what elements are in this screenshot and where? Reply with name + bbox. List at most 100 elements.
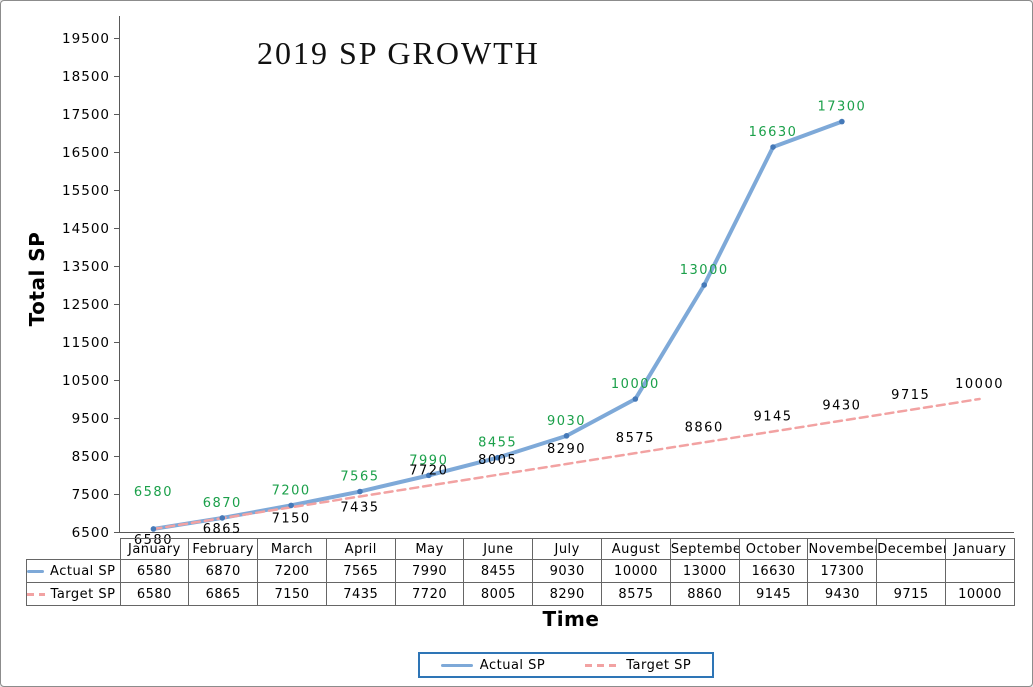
table-value-cell bbox=[945, 559, 1015, 583]
table-value-cell: 7720 bbox=[394, 582, 465, 606]
table-value-cell: 8860 bbox=[669, 582, 740, 606]
target-series-label: Target SP bbox=[50, 586, 116, 602]
data-point-marker bbox=[839, 118, 845, 125]
data-label-target: 8290 bbox=[547, 442, 586, 457]
table-key-actual: Actual SP bbox=[26, 559, 121, 583]
y-tick-label: 14500 bbox=[62, 221, 110, 237]
data-label-target: 10000 bbox=[955, 377, 1004, 392]
data-label-target: 7720 bbox=[409, 464, 448, 479]
table-row-target: Target SP 6580 6865 7150 7435 7720 8005 8290 85… bbox=[26, 582, 1015, 606]
month-header-cell: November bbox=[807, 538, 878, 560]
target-line-icon bbox=[585, 663, 620, 667]
legend-label-target: Target SP bbox=[626, 657, 692, 673]
table-value-cell: 6580 bbox=[119, 559, 190, 583]
table-value-cell: 17300 bbox=[807, 559, 878, 583]
y-tick-label: 17500 bbox=[62, 107, 110, 123]
series-line-actual bbox=[151, 119, 844, 531]
table-value-cell: 8005 bbox=[463, 582, 534, 606]
table-row-actual: Actual SP 6580 6870 7200 7565 7990 8455 9030 10… bbox=[26, 559, 1015, 583]
data-label-actual: 9030 bbox=[547, 414, 586, 429]
table-value-cell: 10000 bbox=[601, 559, 671, 583]
month-header-cell: February bbox=[188, 538, 259, 560]
data-point-marker bbox=[288, 502, 294, 509]
data-label-actual: 10000 bbox=[611, 377, 660, 392]
y-tick-label: 7500 bbox=[72, 487, 110, 503]
y-tick-label: 15500 bbox=[62, 183, 110, 199]
legend-item-target: Target SP bbox=[585, 658, 691, 673]
table-value-cell: 7150 bbox=[257, 582, 327, 606]
month-header-cell: May bbox=[394, 538, 465, 560]
table-key-target: Target SP bbox=[26, 582, 121, 606]
y-tick-label: 9500 bbox=[72, 411, 110, 427]
month-header-cell: September bbox=[669, 538, 740, 560]
table-value-cell bbox=[876, 559, 947, 583]
data-point-marker bbox=[426, 472, 432, 479]
table-value-cell: 8455 bbox=[463, 559, 534, 583]
chart-title: 2019 SP GROWTH bbox=[257, 35, 540, 71]
month-header-cell: April bbox=[325, 538, 396, 560]
month-header-cell: July bbox=[532, 538, 603, 560]
data-label-target: 9430 bbox=[822, 399, 861, 414]
table-corner-blank bbox=[27, 539, 121, 560]
y-tick-label: 8500 bbox=[72, 449, 110, 465]
data-label-actual: 7565 bbox=[340, 470, 379, 485]
y-tick-label: 16500 bbox=[62, 145, 110, 161]
month-header-cell: March bbox=[257, 538, 327, 560]
data-label-target: 6865 bbox=[203, 522, 242, 537]
data-label-actual: 7990 bbox=[409, 453, 448, 468]
data-label-actual: 6580 bbox=[134, 485, 173, 500]
data-label-target: 9715 bbox=[891, 388, 930, 403]
data-point-marker bbox=[770, 144, 776, 150]
data-label-actual: 8455 bbox=[478, 436, 517, 451]
data-label-target: 7150 bbox=[272, 511, 311, 526]
actual-line-icon bbox=[440, 663, 473, 667]
series-line-target bbox=[152, 397, 981, 531]
data-point-marker bbox=[701, 282, 707, 288]
table-value-cell: 16630 bbox=[738, 559, 809, 583]
data-label-target: 7435 bbox=[340, 500, 379, 515]
table-value-cell: 13000 bbox=[669, 559, 740, 583]
data-label-actual: 16630 bbox=[749, 125, 798, 140]
y-tick-label: 10500 bbox=[62, 373, 110, 389]
table-value-cell: 9715 bbox=[876, 582, 947, 606]
table-value-cell: 6870 bbox=[188, 559, 259, 583]
x-axis-title: Time bbox=[542, 607, 600, 631]
data-label-target: 8860 bbox=[685, 420, 724, 435]
table-value-cell: 9430 bbox=[807, 582, 878, 606]
data-label-target: 8005 bbox=[478, 453, 517, 468]
table-value-cell: 6580 bbox=[119, 582, 190, 606]
month-header-cell: January bbox=[945, 538, 1015, 560]
data-label-target: 9145 bbox=[753, 409, 792, 424]
table-value-cell: 7565 bbox=[325, 559, 396, 583]
data-label-actual: 7200 bbox=[272, 483, 311, 498]
month-header-cell: August bbox=[601, 538, 671, 560]
data-point-marker bbox=[357, 488, 363, 495]
data-label-actual: 17300 bbox=[817, 100, 866, 115]
data-point-marker bbox=[219, 515, 226, 521]
table-value-cell: 7435 bbox=[325, 582, 396, 606]
y-tick-label: 13500 bbox=[62, 259, 110, 275]
table-value-cell: 7200 bbox=[257, 559, 327, 583]
legend-item-actual: Actual SP bbox=[440, 657, 546, 673]
table-value-cell: 7990 bbox=[394, 559, 465, 583]
data-point-marker bbox=[494, 454, 501, 461]
y-tick-label: 19500 bbox=[62, 31, 110, 47]
table-value-cell: 9030 bbox=[532, 559, 603, 583]
data-label-target: 8575 bbox=[616, 431, 655, 446]
data-label-actual: 6870 bbox=[203, 496, 242, 511]
data-point-marker bbox=[563, 433, 570, 439]
table-value-cell: 10000 bbox=[945, 582, 1015, 606]
table-value-cell: 6865 bbox=[188, 582, 259, 606]
legend-label-actual: Actual SP bbox=[479, 657, 546, 673]
month-header-cell: January bbox=[119, 538, 190, 560]
chart-legend: Actual SP Target SP bbox=[418, 652, 714, 678]
y-tick-label: 18500 bbox=[62, 69, 110, 85]
data-label-actual: 13000 bbox=[680, 263, 729, 278]
y-axis-title: Total SP bbox=[25, 231, 49, 327]
actual-series-label: Actual SP bbox=[50, 563, 116, 579]
y-tick-label: 11500 bbox=[62, 335, 110, 351]
actual-line-icon bbox=[27, 569, 45, 573]
month-header-cell: December bbox=[876, 538, 947, 560]
table-value-cell: 9145 bbox=[738, 582, 809, 606]
